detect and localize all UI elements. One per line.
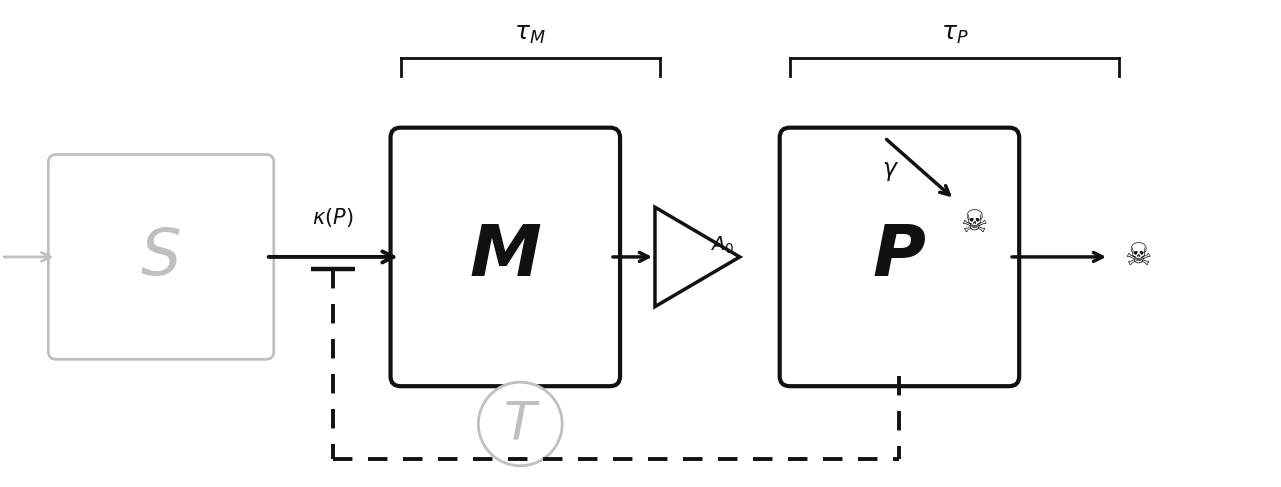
Circle shape: [478, 382, 562, 466]
Text: $\tau_P$: $\tau_P$: [940, 22, 968, 46]
Text: $\tau_M$: $\tau_M$: [515, 22, 546, 46]
FancyBboxPatch shape: [391, 128, 620, 386]
Text: $A_0$: $A_0$: [710, 234, 734, 256]
Text: T: T: [505, 398, 537, 450]
Text: S: S: [141, 226, 182, 288]
FancyBboxPatch shape: [49, 154, 274, 359]
Text: ☠: ☠: [961, 209, 988, 238]
Text: M: M: [469, 223, 542, 291]
Text: P: P: [872, 223, 926, 291]
Polygon shape: [655, 207, 740, 307]
Text: $\kappa(P)$: $\kappa(P)$: [313, 206, 354, 229]
FancyBboxPatch shape: [780, 128, 1020, 386]
Text: ☠: ☠: [1123, 243, 1152, 271]
Text: $\gamma$: $\gamma$: [883, 159, 899, 184]
